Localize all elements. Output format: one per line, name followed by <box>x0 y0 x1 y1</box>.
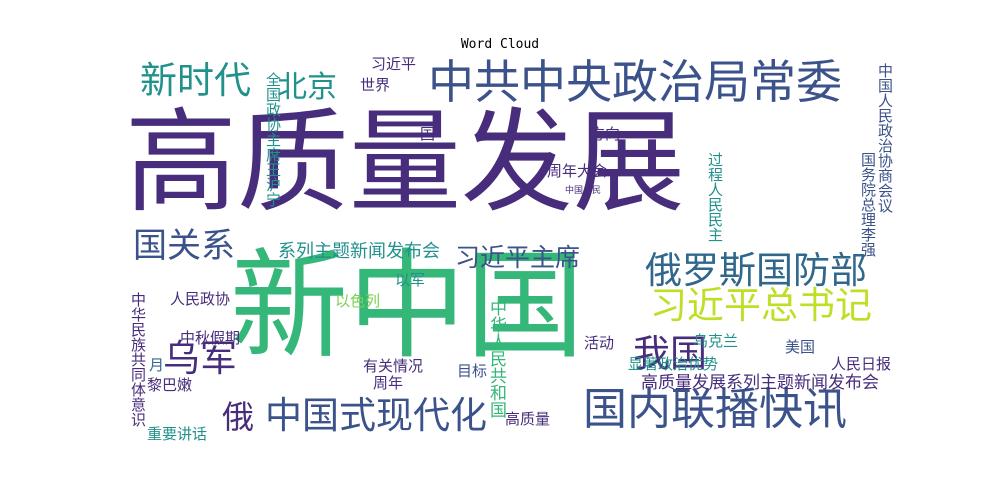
word-premier-li-qiang: 国务院总理李强 <box>859 152 877 257</box>
word-country: 国 <box>420 125 436 143</box>
word-country-relations: 国关系 <box>133 226 235 266</box>
word-whole-process-democracy: 过程人民民主 <box>706 152 724 242</box>
word-political-advantage: 显著政治优势 <box>628 355 719 373</box>
word-press-conference-series: 系列主题新闻发布会 <box>278 241 440 262</box>
word-politburo-standing-committee: 中共中央政治局常委 <box>428 57 842 109</box>
word-president-xi: 习近平主席 <box>455 243 581 272</box>
word-month-v: 月 <box>147 357 165 372</box>
word-israel: 以色列 <box>335 292 381 310</box>
word-chinese-people: 中国人民 <box>565 186 602 196</box>
word-activity: 活动 <box>584 334 615 352</box>
word-ukraine: 乌克兰 <box>693 332 739 350</box>
word-cloud: 高质量发展 新中国 中共中央政治局常委 新时代 北京 国内联播快讯 中国式现代化… <box>125 57 900 446</box>
word-new-china: 新中国 <box>230 237 585 375</box>
word-world: 世界 <box>360 76 391 94</box>
word-cppcc-short: 人民政协 <box>170 290 231 308</box>
word-new-era: 新时代 <box>140 59 251 102</box>
word-direction: 方向 <box>590 125 621 143</box>
word-national-community-consciousness: 中华民族共同体意识 <box>129 292 147 427</box>
word-hq-development-press-series: 高质量发展系列主题新闻发布会 <box>641 373 879 393</box>
word-prc: 中华人民共和国 <box>486 299 506 418</box>
word-goal: 目标 <box>457 362 488 380</box>
word-our-country: 我国 <box>633 332 707 375</box>
word-general-secretary-xi: 习近平总书记 <box>650 284 872 327</box>
word-high-quality: 高质量 <box>505 410 551 428</box>
chart-title: Word Cloud <box>460 37 540 52</box>
word-usa: 美国 <box>785 338 816 356</box>
word-anniversary: 周年 <box>373 374 404 392</box>
word-lebanon: 黎巴嫩 <box>147 376 193 394</box>
word-beijing: 北京 <box>277 70 337 105</box>
word-cppcc: 中国人民政治协商会议 <box>876 63 894 213</box>
word-cppcc-chairman-wang-huning: 全国政协主席王沪宁 <box>264 72 282 207</box>
word-israeli-army: 以军 <box>395 271 426 289</box>
word-anniversary-conference: 周年大会 <box>547 162 608 180</box>
word-domestic-news-brief: 国内联播快讯 <box>583 384 847 435</box>
word-ukrainian-army: 乌军 <box>163 337 237 380</box>
word-mid-autumn-holiday: 中秋假期 <box>180 329 241 347</box>
word-russia: 俄 <box>222 398 255 436</box>
word-relevant-situation: 有关情况 <box>363 357 424 375</box>
word-peoples-daily: 人民日报 <box>831 355 892 373</box>
word-important-speech: 重要讲话 <box>147 425 208 443</box>
word-chinese-modernization: 中国式现代化 <box>265 394 487 437</box>
word-xi-jinping: 习近平 <box>371 57 417 73</box>
word-high-quality-development: 高质量发展 <box>125 98 685 228</box>
word-russian-defense-ministry: 俄罗斯国防部 <box>645 249 867 292</box>
